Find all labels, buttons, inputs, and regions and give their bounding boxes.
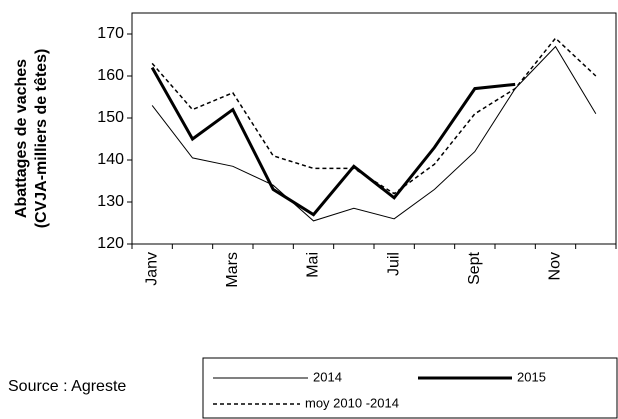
x-tick-label: Mars xyxy=(224,252,241,288)
x-tick-label: Juil xyxy=(385,252,402,276)
y-tick-label: 130 xyxy=(97,193,124,210)
y-axis-label: Abattages de vaches xyxy=(13,59,30,218)
y-axis-label: (CVJA-milliers de têtes) xyxy=(33,49,50,229)
y-tick-label: 120 xyxy=(97,235,124,252)
legend-label: 2014 xyxy=(313,369,342,384)
x-tick-label: Nov xyxy=(547,252,564,280)
series-line xyxy=(151,45,597,222)
source: Source : Agreste xyxy=(8,378,126,395)
series-line xyxy=(151,37,597,195)
x-tick-label: Sept xyxy=(466,251,483,284)
x-tick-label: Janv xyxy=(143,252,160,286)
y-tick-label: 160 xyxy=(97,67,124,84)
x-tick-label: Mai xyxy=(305,252,322,278)
legend-label: 2015 xyxy=(517,369,546,384)
series-line xyxy=(150,66,516,217)
legend-box xyxy=(202,357,618,419)
y-tick-label: 170 xyxy=(97,25,124,42)
y-tick-label: 150 xyxy=(97,109,124,126)
legend-label: moy 2010 -2014 xyxy=(305,395,399,410)
y-tick-label: 140 xyxy=(97,151,124,168)
